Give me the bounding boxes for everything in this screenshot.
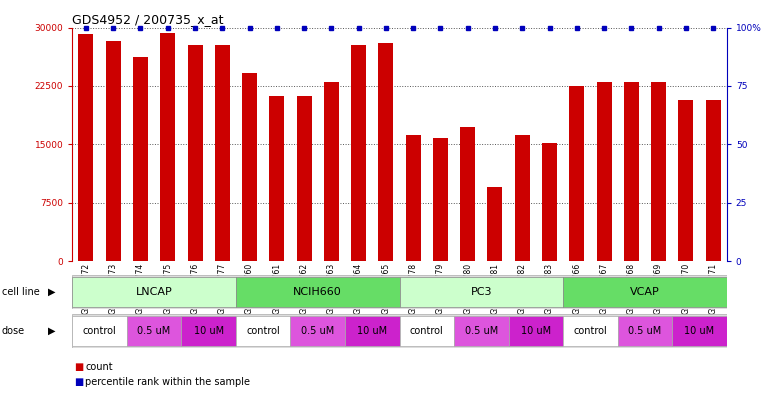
- Bar: [400, 316, 454, 346]
- Bar: [406, 135, 421, 261]
- Bar: [72, 316, 127, 346]
- Bar: [78, 34, 94, 261]
- Bar: [618, 316, 672, 346]
- Text: NCIH660: NCIH660: [293, 287, 342, 297]
- Text: LNCAP: LNCAP: [135, 287, 173, 297]
- Text: ▶: ▶: [48, 326, 56, 336]
- Bar: [433, 138, 448, 261]
- Text: 10 uM: 10 uM: [684, 326, 715, 336]
- Text: 0.5 uM: 0.5 uM: [465, 326, 498, 336]
- Bar: [454, 316, 508, 346]
- Text: 0.5 uM: 0.5 uM: [301, 326, 334, 336]
- Bar: [672, 316, 727, 346]
- Text: ■: ■: [74, 377, 83, 387]
- Bar: [269, 96, 285, 261]
- Bar: [291, 316, 345, 346]
- Bar: [72, 277, 236, 307]
- Bar: [187, 45, 202, 261]
- Bar: [324, 82, 339, 261]
- Bar: [597, 82, 612, 261]
- Bar: [181, 316, 236, 346]
- Bar: [488, 187, 502, 261]
- Bar: [242, 73, 257, 261]
- Bar: [508, 316, 563, 346]
- Text: control: control: [247, 326, 280, 336]
- Bar: [106, 41, 121, 261]
- Text: control: control: [410, 326, 444, 336]
- Bar: [133, 57, 148, 261]
- Bar: [127, 316, 181, 346]
- Bar: [351, 45, 366, 261]
- Text: control: control: [83, 326, 116, 336]
- Bar: [297, 96, 311, 261]
- Bar: [678, 100, 693, 261]
- Text: 10 uM: 10 uM: [193, 326, 224, 336]
- Bar: [705, 100, 721, 261]
- Bar: [236, 277, 400, 307]
- Text: PC3: PC3: [470, 287, 492, 297]
- Text: 10 uM: 10 uM: [357, 326, 387, 336]
- Text: ■: ■: [74, 362, 83, 373]
- Text: percentile rank within the sample: percentile rank within the sample: [85, 377, 250, 387]
- Bar: [460, 127, 475, 261]
- Bar: [378, 43, 393, 261]
- Text: 0.5 uM: 0.5 uM: [138, 326, 170, 336]
- Bar: [624, 82, 638, 261]
- Bar: [161, 33, 175, 261]
- Text: control: control: [574, 326, 607, 336]
- Bar: [569, 86, 584, 261]
- Text: GDS4952 / 200735_x_at: GDS4952 / 200735_x_at: [72, 13, 224, 26]
- Text: count: count: [85, 362, 113, 373]
- Bar: [400, 277, 563, 307]
- Text: cell line: cell line: [2, 287, 40, 297]
- Bar: [542, 143, 557, 261]
- Text: VCAP: VCAP: [630, 287, 660, 297]
- Bar: [236, 316, 291, 346]
- Text: ▶: ▶: [48, 287, 56, 297]
- Bar: [345, 316, 400, 346]
- Bar: [514, 135, 530, 261]
- Bar: [215, 45, 230, 261]
- Text: 10 uM: 10 uM: [521, 326, 551, 336]
- Bar: [563, 277, 727, 307]
- Bar: [563, 316, 618, 346]
- Text: dose: dose: [2, 326, 24, 336]
- Bar: [651, 82, 666, 261]
- Text: 0.5 uM: 0.5 uM: [629, 326, 661, 336]
